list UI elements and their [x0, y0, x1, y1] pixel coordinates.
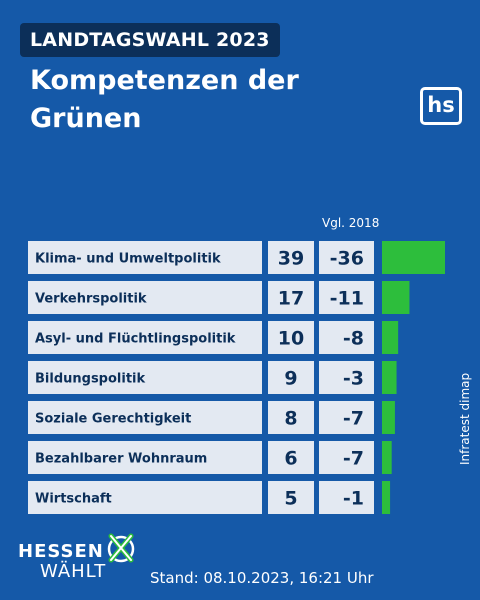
category-cell [28, 321, 262, 354]
category-cell [28, 441, 262, 474]
change-cell [319, 481, 374, 514]
category-label: Bildungspolitik [35, 372, 145, 387]
change-cell [319, 281, 374, 314]
value-bar [382, 401, 395, 434]
value-bar [382, 441, 392, 474]
value-bar [382, 481, 391, 514]
value-bar [382, 361, 397, 394]
source-label: Infratest dimap [458, 372, 472, 465]
change-label: -7 [343, 448, 364, 470]
timestamp: Stand: 08.10.2023, 16:21 Uhr [150, 569, 374, 587]
value-cell [268, 441, 314, 474]
ballot-cross-icon [107, 533, 135, 563]
change-label: -3 [343, 368, 364, 390]
value-label: 6 [284, 448, 297, 470]
value-label: 39 [278, 248, 304, 270]
category-label: Asyl- und Flüchtlingspolitik [35, 332, 236, 347]
change-cell [319, 441, 374, 474]
value-bar [382, 241, 445, 274]
brand-top-text: HESSEN [18, 541, 104, 562]
comparison-header: Vgl. 2018 [322, 216, 380, 230]
value-cell [268, 401, 314, 434]
election-tag: LANDTAGSWAHL 2023 [20, 23, 280, 57]
category-label: Klima- und Umweltpolitik [35, 252, 221, 267]
chart-title: Kompetenzen der Grünen [30, 65, 299, 134]
category-cell [28, 241, 262, 274]
category-cell [28, 281, 262, 314]
value-cell [268, 281, 314, 314]
value-bar [382, 321, 399, 354]
hs-logo: hs [420, 87, 462, 125]
change-label: -8 [343, 328, 364, 350]
value-label: 5 [284, 488, 297, 510]
value-cell [268, 361, 314, 394]
category-label: Soziale Gerechtigkeit [35, 412, 191, 427]
change-cell [319, 241, 374, 274]
category-cell [28, 481, 262, 514]
value-label: 17 [278, 288, 304, 310]
change-cell [319, 321, 374, 354]
value-cell [268, 321, 314, 354]
change-label: -1 [343, 488, 364, 510]
category-label: Verkehrspolitik [35, 292, 147, 307]
value-label: 10 [278, 328, 304, 350]
value-bar [382, 281, 410, 314]
change-label: -7 [343, 408, 364, 430]
change-label: -11 [330, 288, 364, 310]
change-cell [319, 401, 374, 434]
category-cell [28, 401, 262, 434]
value-cell [268, 241, 314, 274]
value-label: 8 [284, 408, 297, 430]
category-label: Wirtschaft [35, 492, 112, 507]
value-cell [268, 481, 314, 514]
value-label: 9 [284, 368, 297, 390]
brand-bottom-text: WÄHLT [40, 561, 107, 582]
change-cell [319, 361, 374, 394]
category-label: Bezahlbarer Wohnraum [35, 452, 207, 467]
change-label: -36 [330, 248, 364, 270]
category-cell [28, 361, 262, 394]
hessen-waehlt-logo: HESSEN WÄHLT [18, 542, 106, 582]
